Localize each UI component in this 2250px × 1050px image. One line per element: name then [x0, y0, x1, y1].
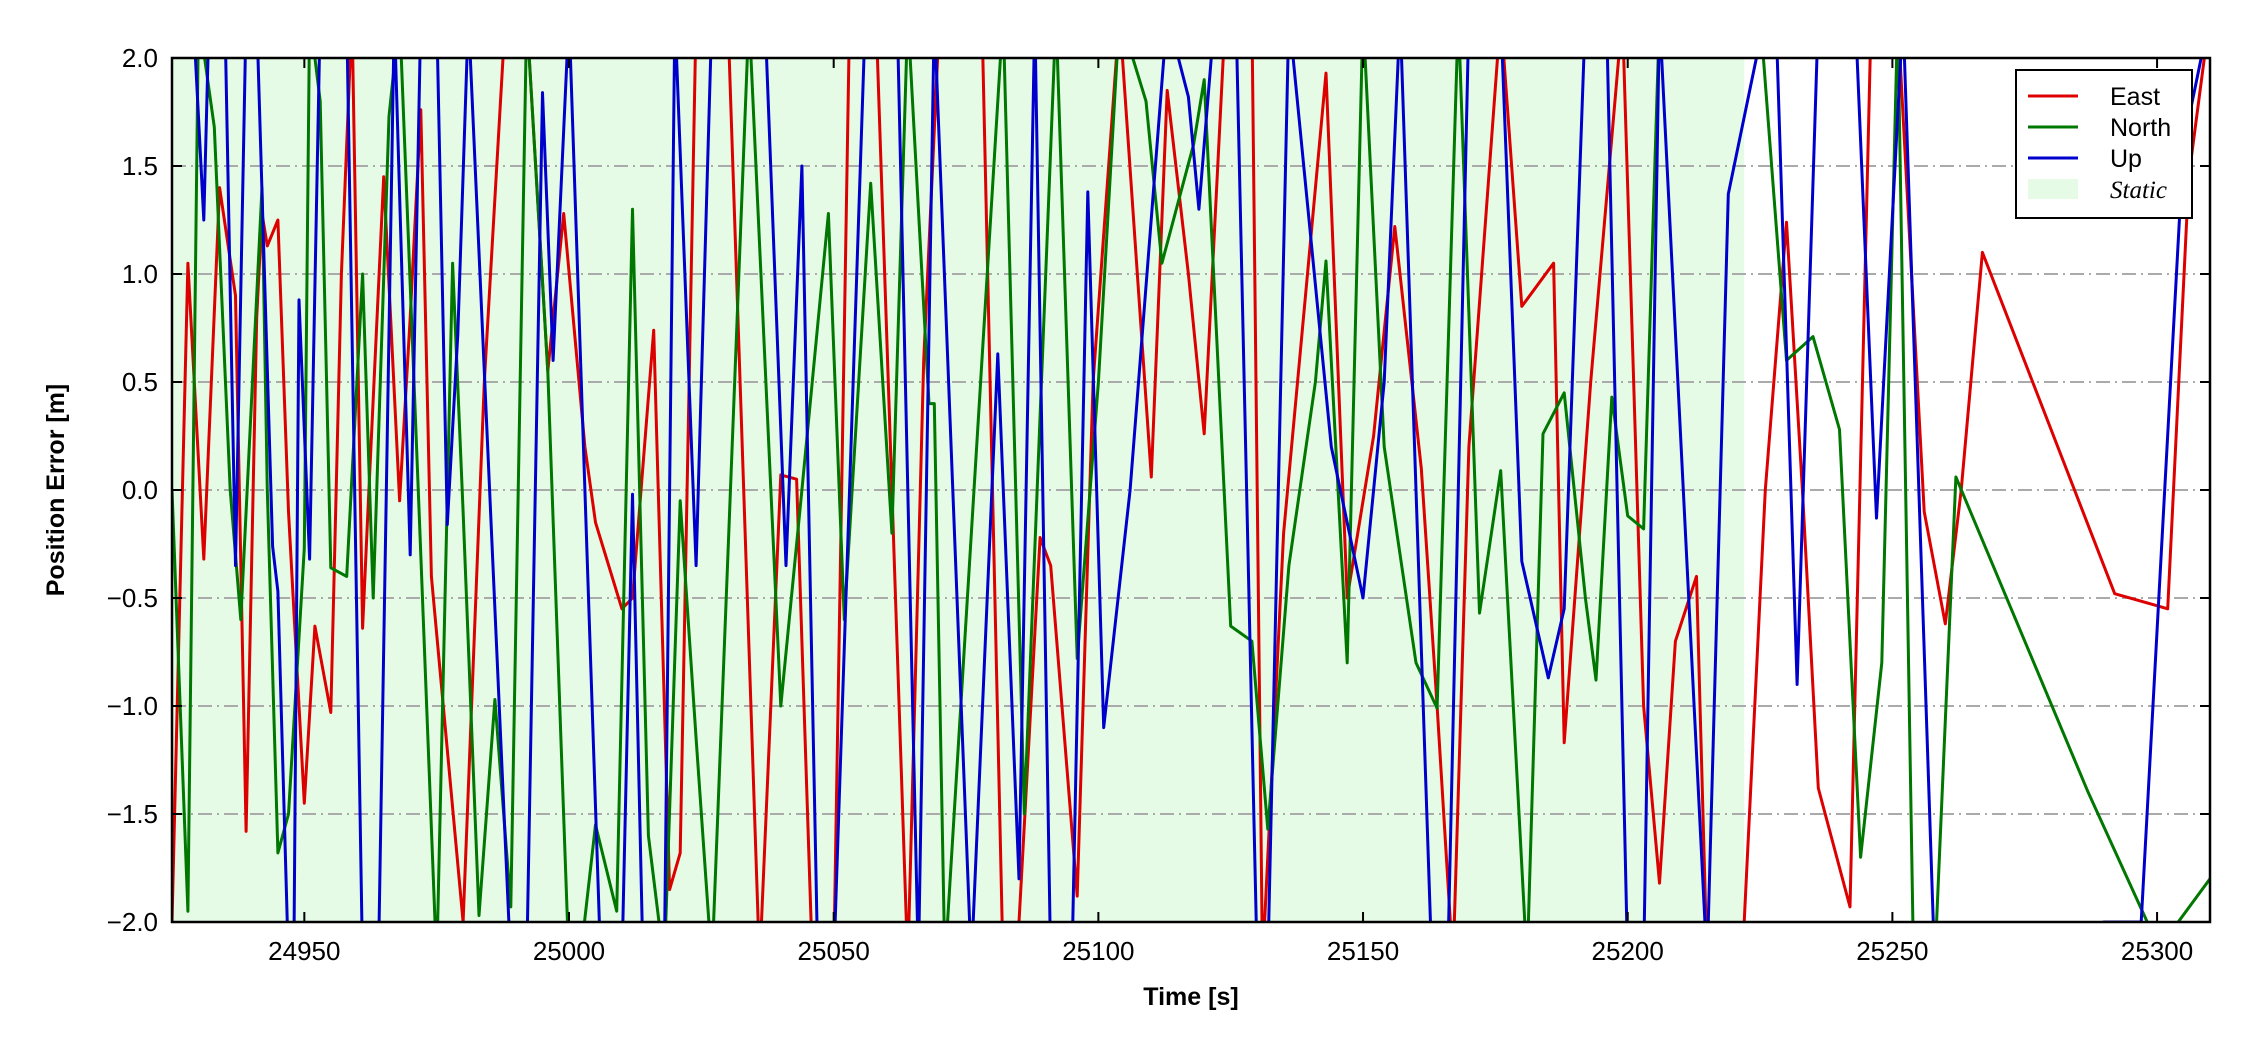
x-tick-label: 25250 [1856, 936, 1928, 966]
x-tick-label: 24950 [268, 936, 340, 966]
y-tick-label: 0.5 [122, 367, 158, 397]
x-tick-label: 25050 [798, 936, 870, 966]
y-axis-label: Position Error [m] [42, 384, 70, 597]
legend: East North Up Static [2015, 69, 2193, 219]
x-tick-label: 25300 [2121, 936, 2193, 966]
x-tick-label: 25200 [1592, 936, 1664, 966]
series-line-north [172, 58, 2210, 922]
y-tick-label: −2.0 [107, 907, 158, 937]
x-tick-label: 25000 [533, 936, 605, 966]
legend-label-up: Up [2110, 145, 2142, 173]
y-tick-label: 1.5 [122, 151, 158, 181]
legend-label-north: North [2110, 114, 2171, 142]
series-line-east [172, 58, 2206, 922]
legend-label-east: East [2110, 83, 2160, 111]
legend-label-static: Static [2110, 177, 2167, 204]
x-tick-label: 25150 [1327, 936, 1399, 966]
series-line-up [193, 58, 2203, 922]
x-axis-label: Time [s] [1143, 983, 1238, 1011]
legend-swatch-static [2028, 179, 2078, 199]
y-tick-label: −1.0 [107, 691, 158, 721]
y-tick-label: 2.0 [122, 43, 158, 73]
y-tick-label: 0.0 [122, 475, 158, 505]
y-tick-label: −1.5 [107, 799, 158, 829]
y-tick-label: 1.0 [122, 259, 158, 289]
y-tick-label: −0.5 [107, 583, 158, 613]
x-tick-label: 25100 [1062, 936, 1134, 966]
